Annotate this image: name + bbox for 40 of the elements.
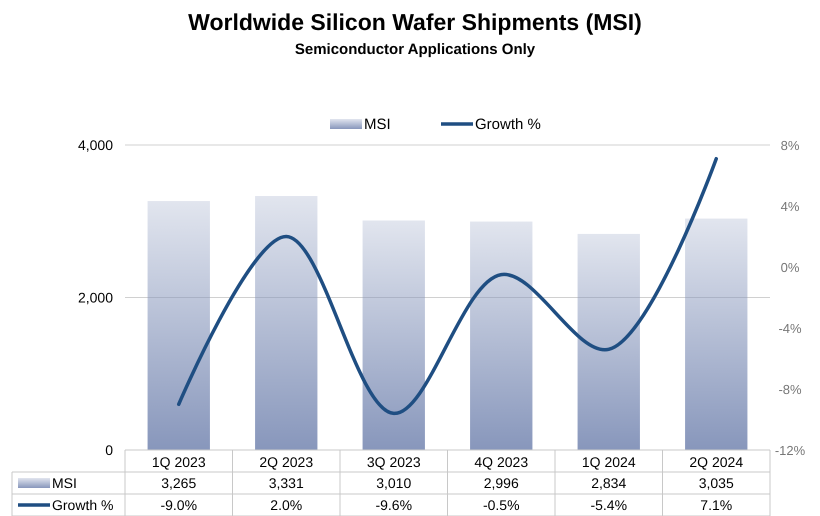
x-tick-label: 2Q 2023 (259, 454, 314, 470)
y2-tick-label: 8% (780, 138, 800, 153)
y2-tick-label: 0% (780, 260, 800, 275)
y2-tick-label: -8% (778, 382, 802, 397)
bar (578, 234, 640, 450)
legend-label: Growth % (475, 116, 541, 133)
data-label: 2,996 (484, 475, 519, 491)
chart-subtitle: Semiconductor Applications Only (294, 41, 536, 58)
data-label: -5.4% (590, 497, 628, 513)
y2-tick-label: 4% (780, 199, 800, 214)
bar (362, 220, 425, 450)
data-label: -0.5% (482, 497, 520, 513)
bar (470, 222, 532, 450)
bar (685, 218, 748, 450)
data-label: 3,035 (698, 475, 734, 491)
data-label: 3,265 (161, 475, 196, 491)
data-label: -9.0% (160, 497, 198, 513)
data-label: 7.1% (700, 497, 732, 513)
data-label: -9.6% (375, 497, 412, 513)
data-label: 3,010 (376, 475, 412, 491)
x-tick-label: 1Q 2024 (582, 454, 636, 470)
y2-tick-label: -4% (778, 321, 802, 336)
data-label: 3,331 (268, 475, 304, 491)
line-series (177, 156, 718, 416)
y-tick-label: 2,000 (78, 290, 114, 306)
y2-tick-label: -12% (774, 443, 806, 458)
legend-label: MSI (364, 116, 391, 133)
x-tick-label: 3Q 2023 (366, 454, 421, 470)
bar (255, 196, 318, 450)
data-label: 2.0% (270, 497, 302, 513)
y-tick-label: 0 (105, 442, 114, 458)
x-tick-label: 4Q 2023 (474, 454, 528, 470)
text: MSI (52, 475, 77, 491)
y-tick-label: 4,000 (78, 137, 114, 153)
chart-title: Worldwide Silicon Wafer Shipments (MSI) (188, 9, 642, 35)
x-tick-label: 1Q 2023 (152, 454, 206, 470)
text: Growth % (52, 497, 114, 513)
x-tick-label: 2Q 2024 (689, 454, 744, 470)
bar (148, 201, 210, 450)
data-label: 2,834 (591, 475, 626, 491)
